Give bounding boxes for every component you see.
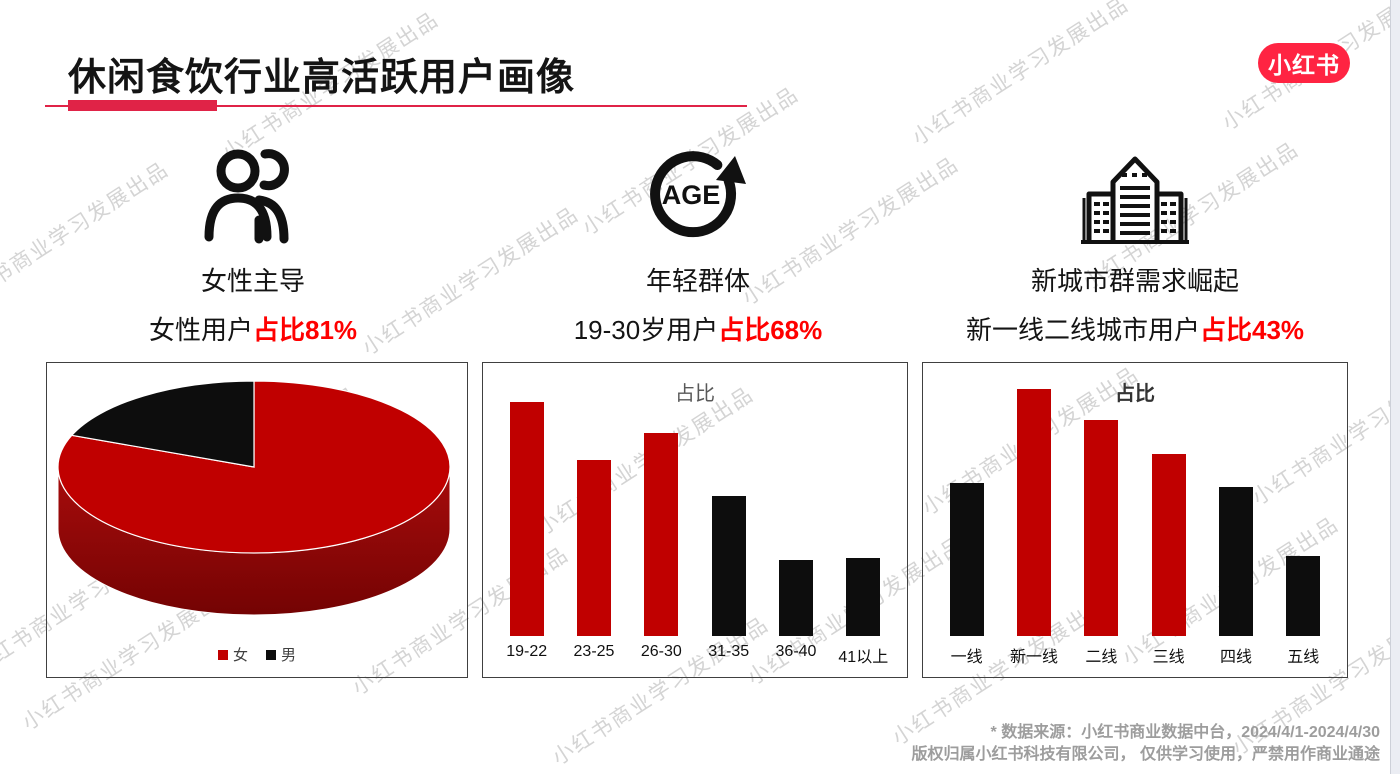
legend-label: 男 (281, 647, 297, 664)
feature-stat: 19-30岁用户占比68% (548, 310, 848, 347)
title-underline (45, 105, 747, 107)
stat-prefix: 新一线二线城市用户 (965, 315, 1200, 345)
bar-31-35 (711, 496, 746, 636)
stat-prefix: 女性用户 (148, 315, 253, 345)
stat-highlight: 占比68% (718, 315, 823, 345)
age-cycle-icon: AGE (548, 142, 848, 248)
bar-column (560, 384, 627, 636)
stat-highlight: 占比43% (1199, 315, 1305, 345)
stat-prefix: 19-30岁用户 (573, 315, 719, 345)
bar-label: 四线 (1219, 649, 1252, 666)
age-bar-chart: 占比 19-22 23-25 26-30 31-35 36-40 41以上 (482, 362, 908, 678)
gender-pie-box: 女男 (46, 362, 468, 678)
bar-label: 新一线 (1009, 649, 1058, 666)
bar-19-22 (509, 402, 544, 636)
two-people-icon (103, 142, 403, 248)
watermark-text: 小红书商业学习发展出品 (908, 0, 1134, 150)
pie-slice-男 (70, 380, 255, 468)
bar-36-40 (778, 560, 813, 636)
bar-label: 36-40 (775, 643, 817, 660)
bar-二线 (1084, 420, 1119, 636)
bar-plot (493, 384, 897, 636)
bar-label: 41以上 (838, 649, 889, 666)
stat-highlight: 占比81% (252, 315, 358, 345)
chart-title: 占比 (675, 383, 715, 405)
bar-三线 (1151, 454, 1186, 636)
bar-41以上 (846, 558, 881, 636)
page-title: 休闲食饮行业高活跃用户画像 (68, 57, 576, 99)
feature-female: 女性主导 女性用户占比81% (103, 142, 403, 347)
bar-labels: 一线 新一线 二线 三线 四线 五线 (933, 643, 1337, 667)
bar-column (830, 384, 897, 636)
bar-column (762, 384, 829, 636)
feature-stat: 女性用户占比81% (103, 310, 403, 347)
bar-新一线 (1016, 389, 1051, 636)
legend-item: 女 (217, 644, 248, 665)
feature-title: 新城市群需求崛起 (1030, 266, 1239, 296)
legend-swatch-icon (217, 649, 228, 660)
bar-label: 31-35 (708, 643, 750, 660)
bar-label: 二线 (1085, 649, 1118, 666)
feature-age: AGE 年轻群体 19-30岁用户占比68% (548, 142, 848, 347)
bar-column (695, 384, 762, 636)
data-source-note: * 数据来源：小红书商业数据中台，2024/4/1-2024/4/30 (990, 724, 1380, 741)
bar-label: 23-25 (573, 643, 615, 660)
bar-label: 一线 (950, 649, 983, 666)
bar-column (628, 384, 695, 636)
pie-legend: 女男 (47, 644, 467, 665)
legend-item: 男 (266, 644, 296, 665)
bar-label: 26-30 (640, 643, 682, 660)
legend-label: 女 (232, 647, 248, 664)
xiaohongshu-logo: 小红书 (1258, 43, 1350, 83)
bar-23-25 (576, 460, 611, 636)
bar-26-30 (644, 433, 679, 636)
bar-一线 (949, 483, 984, 636)
bar-label: 19-22 (506, 643, 548, 660)
bar-label: 五线 (1287, 649, 1320, 666)
bar-column (1135, 384, 1202, 636)
copyright-note: 版权归属小红书科技有限公司， 仅供学习使用，严禁用作商业通途 (911, 746, 1380, 763)
bar-column (493, 384, 560, 636)
bar-column (1000, 384, 1067, 636)
bar-labels: 19-22 23-25 26-30 31-35 36-40 41以上 (493, 643, 897, 667)
bar-四线 (1218, 487, 1253, 636)
city-bar-chart: 占比 一线 新一线 二线 三线 四线 五线 (922, 362, 1348, 678)
title-underline-accent (68, 100, 217, 111)
svg-text:AGE: AGE (662, 180, 721, 210)
bar-label: 三线 (1152, 649, 1185, 666)
feature-stat: 新一线二线城市用户占比43% (955, 310, 1315, 347)
gender-pie-chart (57, 380, 451, 616)
bar-column (1202, 384, 1269, 636)
feature-city: 新城市群需求崛起 新一线二线城市用户占比43% (955, 142, 1315, 347)
legend-swatch-icon (266, 649, 276, 660)
bar-column (1270, 384, 1337, 636)
scrollbar-track[interactable] (1390, 0, 1400, 774)
city-buildings-icon (955, 142, 1315, 248)
footer: * 数据来源：小红书商业数据中台，2024/4/1-2024/4/30 版权归属… (912, 722, 1380, 766)
feature-title: 年轻群体 (645, 266, 750, 296)
logo-text: 小红书 (1268, 52, 1340, 78)
bar-column (1068, 384, 1135, 636)
bar-column (933, 384, 1000, 636)
bar-五线 (1286, 556, 1321, 636)
bar-plot (933, 384, 1337, 636)
feature-title: 女性主导 (200, 266, 305, 296)
chart-title: 占比 (1115, 383, 1155, 405)
